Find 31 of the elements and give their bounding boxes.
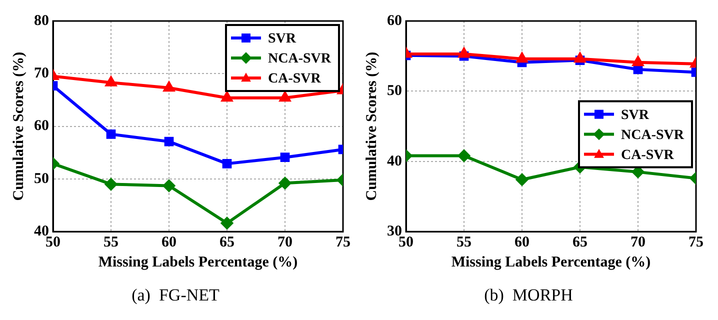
legend-label: NCA-SVR: [268, 52, 332, 67]
x-tick-label: 55: [104, 234, 118, 250]
x-tick-label: 65: [572, 234, 588, 250]
text: (a) FG-NET: [132, 285, 220, 304]
y-tick-label: 40: [387, 153, 402, 170]
y-tick-label: 60: [387, 12, 402, 29]
x-axis-title: Missing Labels Percentage (%): [98, 254, 298, 270]
y-tick-label: 80: [34, 12, 49, 29]
x-tick-label: 70: [630, 234, 646, 250]
x-tick-label: 75: [336, 234, 350, 250]
x-tick-label: 70: [278, 234, 292, 250]
legend-label: CA-SVR: [621, 148, 675, 163]
y-tick-label: 60: [34, 118, 49, 134]
x-tick-label: 60: [514, 234, 530, 250]
legend-label: SVR: [621, 108, 650, 123]
x-tick-label: 55: [456, 234, 472, 250]
y-axis-title: Cumulative Scores (%): [364, 52, 380, 201]
y-tick-label: 50: [34, 170, 49, 187]
x-axis-title: Missing Labels Percentage (%): [451, 254, 651, 270]
x-tick-label: 65: [220, 234, 234, 250]
y-tick-label: 50: [387, 83, 402, 100]
y-tick-label: 70: [34, 66, 49, 82]
x-tick-label: 75: [688, 234, 704, 250]
x-tick-label: 50: [398, 234, 414, 250]
x-tick-label: 50: [46, 234, 60, 250]
text: (b) MORPH: [484, 285, 573, 304]
y-axis-title: Cumulative Scores (%): [10, 52, 27, 201]
x-tick-label: 60: [162, 234, 176, 250]
legend-label: SVR: [268, 32, 297, 47]
legend-label: CA-SVR: [268, 72, 322, 87]
legend-label: NCA-SVR: [621, 128, 685, 143]
